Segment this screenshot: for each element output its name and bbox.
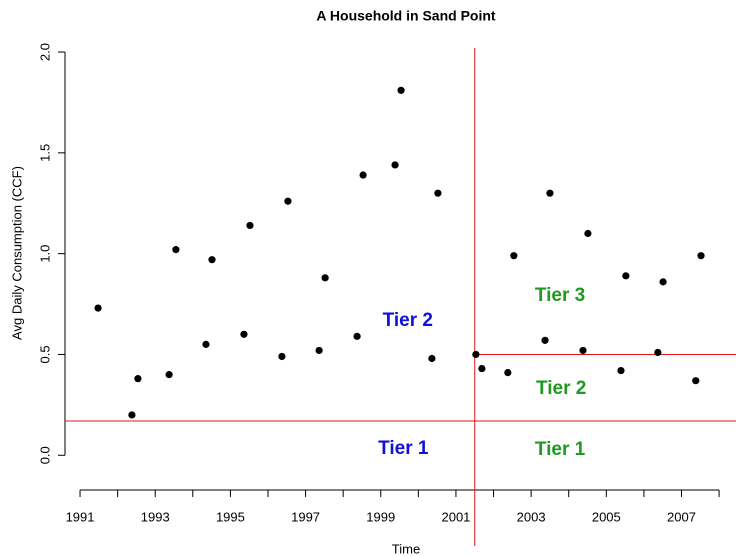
point	[697, 252, 705, 260]
point	[504, 369, 512, 377]
point	[172, 246, 180, 254]
point	[240, 330, 248, 338]
annotation: Tier 1	[535, 439, 586, 460]
x-tick-label: 2001	[441, 509, 470, 524]
point	[278, 352, 286, 361]
point	[546, 189, 554, 197]
point	[617, 366, 625, 375]
x-tick-label: 1993	[141, 509, 170, 524]
point	[692, 377, 700, 385]
annotation: Tier 2	[536, 378, 586, 399]
point	[579, 346, 587, 355]
point	[315, 346, 323, 355]
point	[321, 274, 329, 282]
point	[472, 350, 480, 359]
point	[353, 332, 361, 340]
point	[584, 229, 592, 238]
point	[128, 411, 136, 419]
point	[391, 161, 399, 169]
x-tick-label: 1999	[366, 509, 395, 524]
point	[397, 86, 405, 94]
x-tick-label: 2007	[667, 509, 696, 524]
y-tick-label: 0.0	[37, 446, 52, 464]
x-tick-label: 1995	[216, 509, 245, 524]
annotation: Tier 3	[535, 285, 585, 306]
point	[284, 197, 292, 205]
point	[94, 304, 102, 312]
point	[359, 171, 367, 179]
x-tick-label: 2003	[517, 509, 546, 524]
point	[659, 278, 667, 286]
point	[208, 256, 216, 264]
annotation: Tier 2	[383, 310, 433, 331]
point	[622, 272, 630, 280]
y-tick-label: 1.0	[37, 245, 52, 263]
point	[246, 221, 254, 230]
point	[165, 371, 173, 379]
point	[434, 189, 442, 197]
x-tick-label: 1991	[66, 509, 95, 524]
y-tick-label: 0.5	[37, 345, 52, 363]
point	[478, 364, 486, 373]
x-tick-label: 1997	[291, 509, 320, 524]
y-tick-label: 2.0	[37, 43, 52, 61]
y-axis-label: Avg Daily Consumption (CCF)	[9, 166, 24, 340]
point	[654, 348, 662, 357]
x-axis-label: Time	[392, 541, 420, 556]
y-tick-label: 1.5	[37, 144, 52, 162]
chart-title: A Household in Sand Point	[316, 8, 495, 24]
point	[428, 354, 436, 363]
point	[134, 375, 142, 383]
point	[510, 252, 518, 260]
annotation: Tier 1	[378, 438, 429, 459]
point	[202, 340, 210, 348]
x-tick-label: 2005	[592, 509, 621, 524]
point	[541, 336, 549, 344]
